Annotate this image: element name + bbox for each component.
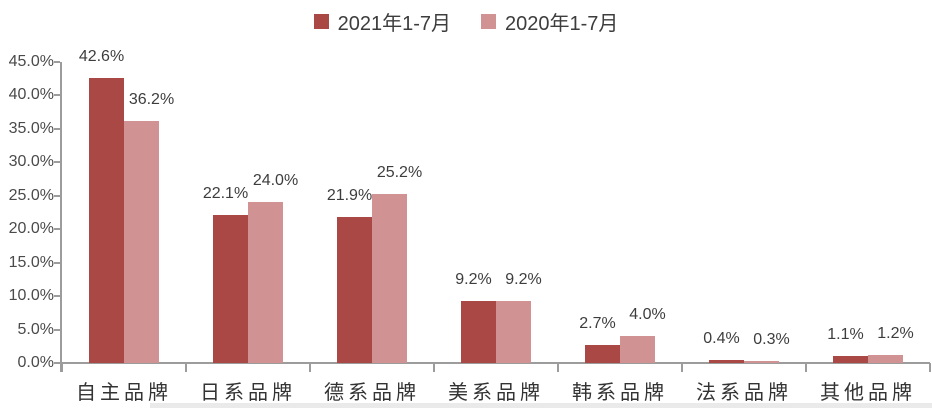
y-axis-tick-label: 0.0% bbox=[17, 354, 54, 371]
x-axis-tick bbox=[681, 363, 683, 372]
category-label: 美系品牌 bbox=[448, 382, 544, 404]
y-axis-tick-label: 45.0% bbox=[8, 53, 54, 70]
bar-value-label: 1.2% bbox=[877, 324, 914, 342]
bar-series1-4 bbox=[585, 344, 620, 363]
category-label: 日系品牌 bbox=[200, 382, 296, 404]
bottom-edge-strip bbox=[150, 403, 932, 408]
y-axis-tick-label: 5.0% bbox=[17, 320, 54, 338]
y-axis-tick-label: 30.0% bbox=[8, 153, 54, 171]
y-axis-tick bbox=[54, 127, 60, 130]
x-axis-tick bbox=[805, 363, 807, 372]
legend-swatch-2020 bbox=[481, 13, 496, 29]
bar-value-label: 0.3% bbox=[753, 331, 790, 348]
x-axis-line bbox=[62, 362, 930, 364]
y-axis-tick bbox=[54, 94, 60, 97]
bar-value-label: 1.1% bbox=[827, 325, 864, 343]
bar-series1-1 bbox=[213, 215, 248, 363]
bar-series2-4 bbox=[620, 336, 655, 363]
bar-series2-2 bbox=[372, 194, 407, 363]
y-axis-tick bbox=[54, 362, 60, 364]
bar-series2-3 bbox=[496, 301, 531, 363]
bar-series1-3 bbox=[461, 301, 496, 363]
bar-value-label: 24.0% bbox=[252, 172, 299, 190]
bar-value-label: 4.0% bbox=[629, 306, 666, 324]
bar-series1-6 bbox=[833, 355, 868, 363]
category-label: 法系品牌 bbox=[696, 382, 792, 404]
category-label: 其他品牌 bbox=[820, 382, 916, 404]
bar-value-label: 42.6% bbox=[78, 48, 125, 66]
x-axis-tick bbox=[433, 363, 435, 372]
bar-series1-0 bbox=[89, 78, 124, 363]
y-axis-tick-label: 25.0% bbox=[8, 186, 54, 204]
x-axis-tick bbox=[61, 363, 63, 372]
y-axis-tick bbox=[54, 194, 60, 197]
y-axis-tick-label: 10.0% bbox=[8, 287, 54, 305]
category-label: 韩系品牌 bbox=[572, 382, 668, 404]
bar-value-label: 21.9% bbox=[326, 186, 373, 204]
x-axis-tick bbox=[929, 363, 931, 372]
bar-value-label: 9.2% bbox=[505, 271, 542, 289]
bar-value-label: 22.1% bbox=[202, 185, 249, 203]
bar-value-label: 2.7% bbox=[579, 314, 616, 332]
y-axis-tick bbox=[54, 228, 60, 231]
legend-label-2021: 2021年1-7月 bbox=[337, 12, 451, 35]
legend-label-2020: 2020年1-7月 bbox=[505, 12, 619, 35]
legend-item-2020: 2020年1-7月 bbox=[481, 7, 618, 36]
y-axis-tick-label: 35.0% bbox=[8, 119, 54, 137]
bar-value-label: 9.2% bbox=[455, 271, 492, 289]
x-axis-tick bbox=[309, 363, 311, 372]
y-axis-tick bbox=[54, 261, 60, 264]
bar-value-label: 0.4% bbox=[703, 330, 740, 348]
x-axis-tick bbox=[185, 363, 187, 372]
y-axis-tick bbox=[54, 161, 60, 164]
bar-series1-5 bbox=[709, 360, 744, 363]
bar-series2-1 bbox=[248, 202, 283, 363]
y-axis-tick-label: 15.0% bbox=[8, 253, 54, 271]
legend-item-2021: 2021年1-7月 bbox=[313, 7, 451, 36]
category-label: 自主品牌 bbox=[76, 382, 172, 404]
y-axis-tick-label: 20.0% bbox=[8, 220, 54, 238]
plot-area: 0.0% 5.0% 10.0% 15.0% 20.0% 25.0% 30.0% 35.0% 40… bbox=[9, 48, 931, 404]
y-axis-tick bbox=[54, 295, 60, 298]
bar-series2-5 bbox=[744, 361, 779, 363]
bar-value-label: 25.2% bbox=[376, 164, 423, 182]
legend-swatch-2021 bbox=[313, 13, 329, 29]
bar-series2-0 bbox=[124, 120, 159, 363]
x-axis-tick bbox=[557, 363, 559, 372]
bar-series2-6 bbox=[868, 354, 903, 363]
y-axis-tick bbox=[54, 328, 60, 331]
bar-series1-2 bbox=[337, 216, 372, 363]
y-axis-line bbox=[60, 62, 62, 372]
bar-value-label: 36.2% bbox=[128, 90, 175, 108]
legend: 2021年1-7月 2020年1-7月 bbox=[0, 6, 932, 36]
y-axis-tick bbox=[54, 61, 60, 63]
y-axis-tick-label: 40.0% bbox=[8, 86, 54, 104]
category-label: 德系品牌 bbox=[324, 382, 420, 404]
